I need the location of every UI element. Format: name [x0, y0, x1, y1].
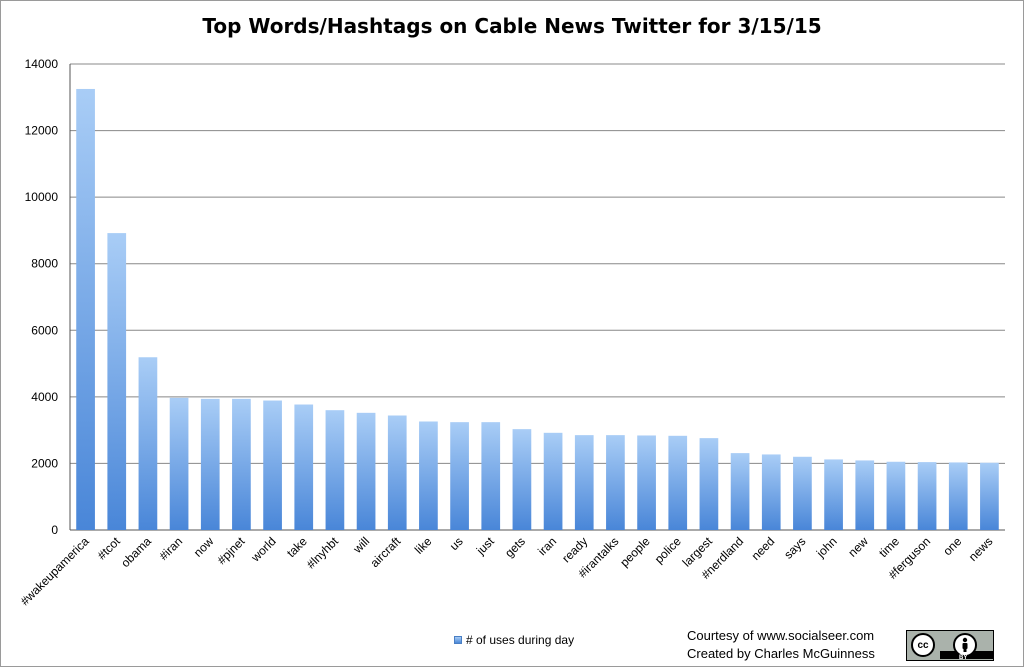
person-icon: [953, 633, 977, 657]
y-tick-label: 0: [51, 523, 58, 537]
bar-largest: [699, 438, 719, 530]
x-tick-label: gets: [502, 534, 528, 560]
chart-title: Top Words/Hashtags on Cable News Twitter…: [202, 14, 822, 38]
x-tick-label: new: [845, 534, 871, 560]
y-tick-label: 14000: [25, 57, 59, 71]
x-tick-label: like: [412, 534, 435, 557]
bar-new: [855, 460, 875, 530]
bar-hash-irantalks: [606, 435, 625, 530]
x-tick-label: one: [940, 534, 964, 558]
legend-label: # of uses during day: [466, 633, 575, 647]
bar-will: [356, 412, 376, 530]
legend-swatch: [454, 636, 462, 644]
bar-layer: [76, 88, 999, 530]
x-tick-label: #iran: [156, 534, 185, 563]
bar-news: [980, 462, 999, 530]
bar-hash-iran: [169, 397, 189, 530]
x-tick-label: take: [284, 534, 310, 560]
x-tick-label: aircraft: [368, 534, 404, 570]
cc-logo-icon: cc: [911, 633, 935, 657]
credit-line-1: Courtesy of www.socialseer.com: [687, 628, 875, 643]
bar-hash-lnyhbt: [325, 410, 345, 530]
x-tick-label: time: [876, 534, 902, 560]
bar-says: [793, 456, 812, 530]
x-tick-label: now: [191, 534, 217, 560]
x-tick-label: news: [966, 534, 996, 564]
x-tick-label: john: [813, 534, 840, 561]
bar-hash-wakeupamerica: [76, 88, 95, 530]
x-tick-label: just: [473, 534, 497, 558]
bar-iran: [543, 432, 563, 530]
x-tick-label: need: [749, 534, 778, 563]
bar-time: [886, 461, 906, 530]
bar-one: [948, 462, 968, 530]
bar-like: [419, 421, 438, 530]
bar-us: [450, 422, 469, 530]
x-tick-label: #wakeupamerica: [18, 534, 92, 608]
cc-by-label: BY: [959, 655, 968, 661]
x-tick-label: #lnyhbt: [304, 534, 342, 572]
bar-need: [761, 454, 781, 530]
x-tick-label: us: [447, 534, 466, 553]
cc-license-badge: cc BY: [906, 630, 994, 661]
x-tick-label: iran: [535, 534, 559, 558]
x-tick-label: says: [781, 534, 808, 561]
credit-line-2: Created by Charles McGuinness: [687, 646, 875, 661]
bar-gets: [512, 429, 532, 530]
credits: Courtesy of www.socialseer.com Created b…: [687, 627, 875, 663]
y-tick-labels: 0 2000 4000 6000 8000 10000 12000 14000: [25, 57, 59, 537]
y-tick-label: 12000: [25, 124, 59, 138]
bar-hash-ferguson: [917, 462, 937, 530]
y-tick-label: 10000: [25, 190, 59, 204]
bar-people: [637, 435, 656, 530]
bar-hash-tcot: [107, 233, 127, 530]
x-tick-label: obama: [118, 534, 154, 570]
bar-police: [668, 435, 688, 530]
bar-now: [200, 398, 220, 530]
legend: # of uses during day: [454, 633, 574, 647]
bar-obama: [138, 357, 158, 530]
y-tick-label: 2000: [31, 456, 58, 470]
x-tick-label: world: [248, 534, 279, 565]
y-tick-label: 6000: [31, 323, 58, 337]
grid-layer: [69, 63, 1005, 531]
x-tick-label: people: [617, 534, 653, 570]
bar-world: [263, 400, 282, 530]
bar-hash-pjnet: [232, 398, 251, 530]
bar-just: [481, 422, 501, 530]
x-tick-label: #pjnet: [215, 534, 248, 567]
bar-ready: [574, 435, 594, 530]
bar-hash-nerdland: [730, 453, 750, 530]
y-tick-label: 8000: [31, 257, 58, 271]
bar-aircraft: [387, 415, 407, 530]
x-tick-label: will: [350, 534, 372, 556]
y-tick-label: 4000: [31, 390, 58, 404]
x-tick-label: police: [652, 534, 684, 566]
bar-john: [824, 459, 843, 530]
bar-take: [294, 404, 314, 530]
